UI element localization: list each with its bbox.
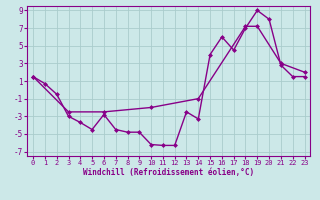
X-axis label: Windchill (Refroidissement éolien,°C): Windchill (Refroidissement éolien,°C): [83, 168, 254, 177]
